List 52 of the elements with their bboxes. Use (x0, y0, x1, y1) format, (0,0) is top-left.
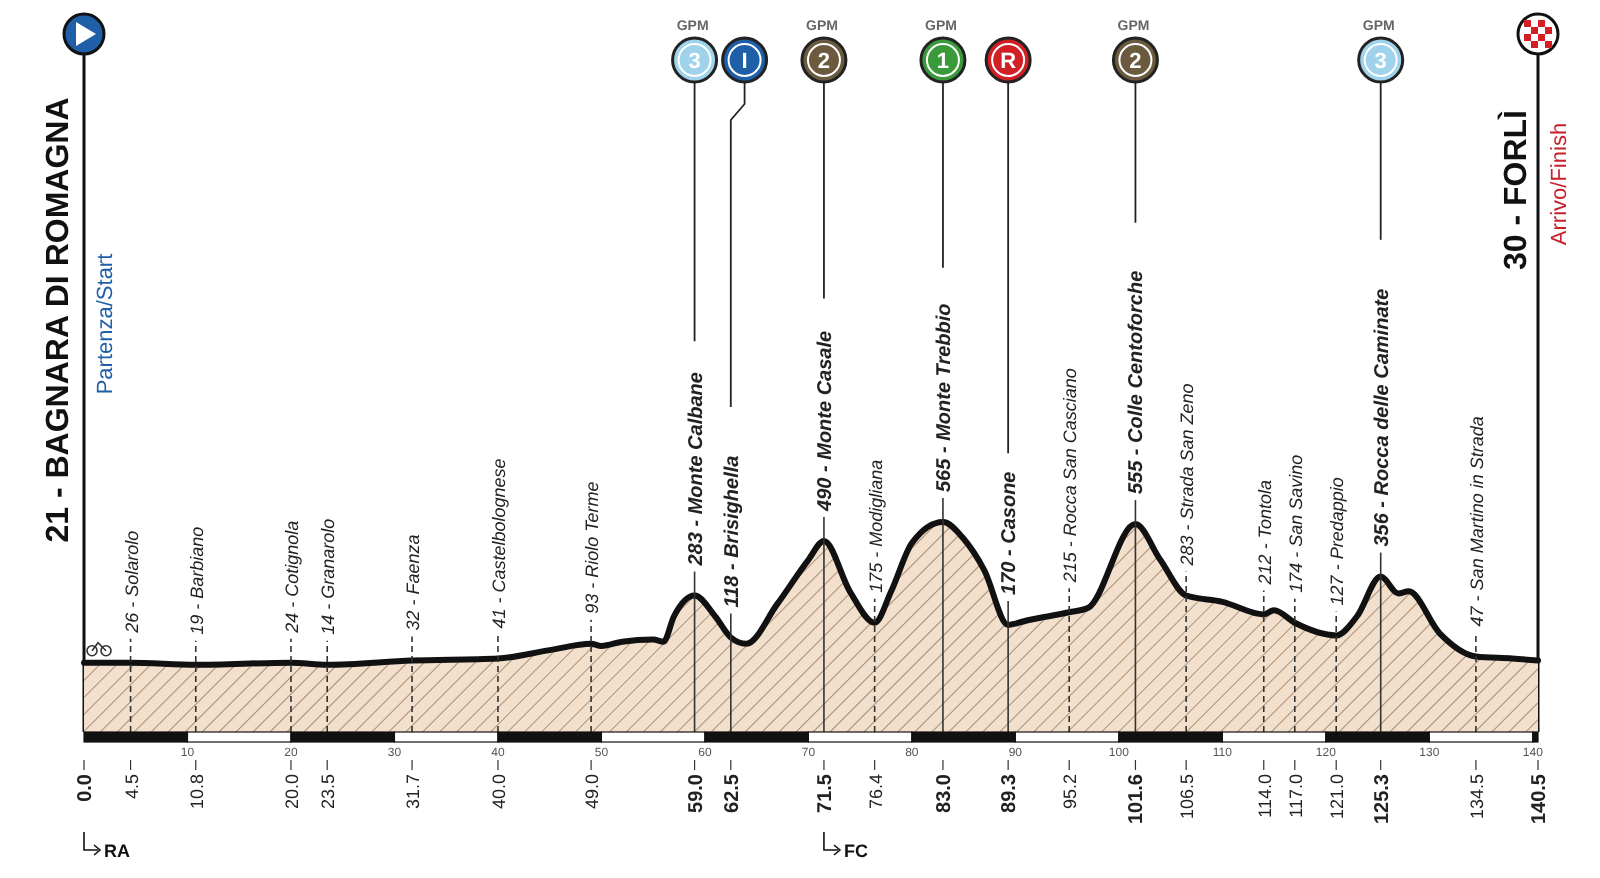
x-tick-label: 125.3 (1371, 773, 1394, 825)
annotation: 283 - Monte Calbane (685, 371, 708, 568)
text: Arrivo/Finish (1548, 122, 1572, 246)
annotation: 490 - Monte Casale (814, 329, 837, 513)
annotation: 127 - Predappio (1327, 477, 1348, 606)
annotation: 215 - Rocca San Casciano (1060, 368, 1081, 585)
x-tick-label: 20.0 (281, 774, 302, 810)
x-tick-label: 83.0 (933, 773, 956, 813)
x-tick-label: 62.5 (721, 773, 744, 813)
annotation: 24 - Cotignola (281, 520, 302, 635)
annotation: 26 - Solarolo (121, 530, 142, 635)
annotation: 175 - Modigliana (865, 459, 886, 593)
x-tick-label: 134.5 (1466, 774, 1487, 820)
x-tick-label: 0.0 (75, 773, 97, 802)
text: Partenza/Start (94, 253, 118, 395)
annotation: 356 - Rocca delle Caminate (1371, 287, 1394, 547)
x-tick-label: 117.0 (1285, 774, 1306, 818)
annotation: 93 - Riolo Terme (582, 481, 603, 614)
x-tick-label: 40.0 (488, 774, 509, 810)
annotation: 14 - Granarolo (318, 518, 339, 635)
annotation: 118 - Brisighella (721, 454, 744, 608)
annotation: 212 - Tontola (1254, 479, 1275, 587)
x-tick-label: 49.0 (582, 774, 603, 810)
annotation: 565 - Monte Trebbio (933, 303, 956, 492)
text: R (1000, 50, 1017, 74)
annotation: 32 - Faenza (403, 534, 424, 631)
annotation: 174 - San Savino (1285, 454, 1306, 593)
x-tick-label: 31.7 (403, 774, 424, 810)
annotation: 19 - Barbiano (186, 526, 207, 635)
text: I (741, 50, 748, 74)
x-tick-label: 10.8 (186, 774, 207, 810)
annotation: 555 - Colle Centoforche (1126, 269, 1149, 495)
x-tick-label: 4.5 (121, 774, 142, 800)
text: FC (843, 841, 869, 861)
x-tick-label: 71.5 (814, 773, 837, 813)
text: RA (104, 841, 131, 861)
annotation: 283 - Strada San Zeno (1177, 383, 1198, 568)
x-tick-label: 76.4 (865, 774, 886, 810)
annotation: 41 - Castelbolognese (488, 458, 509, 629)
text: 21 - BAGNARA DI ROMAGNA (42, 96, 76, 543)
text: 30 - FORLÌ (1496, 109, 1534, 271)
x-tick-label: 89.3 (999, 773, 1022, 813)
x-tick-label: 23.5 (318, 774, 339, 810)
x-tick-label: 106.5 (1177, 774, 1198, 820)
annotation: 47 - San Martino in Strada (1466, 416, 1487, 627)
x-tick-label: 114.0 (1254, 774, 1275, 818)
x-tick-label: 101.6 (1126, 773, 1149, 825)
x-tick-label: 121.0 (1327, 774, 1348, 820)
x-tick-label: 59.0 (685, 773, 708, 813)
annotation: 170 - Casone (999, 470, 1022, 595)
x-tick-label: 140.5 (1529, 773, 1551, 825)
x-tick-label: 95.2 (1060, 774, 1081, 810)
